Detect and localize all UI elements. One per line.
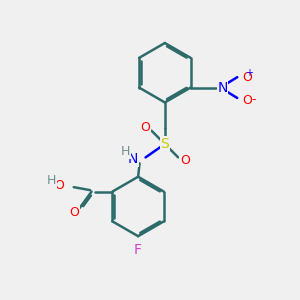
Text: F: F (134, 243, 142, 256)
Text: O: O (243, 94, 253, 107)
Text: O: O (54, 179, 64, 192)
Text: N: N (218, 81, 228, 94)
Text: +: + (244, 68, 253, 78)
Text: -: - (251, 93, 256, 106)
Text: O: O (69, 206, 79, 219)
Text: N: N (128, 152, 138, 166)
Text: H: H (46, 174, 56, 187)
Text: O: O (140, 121, 150, 134)
Text: H: H (121, 145, 130, 158)
Text: O: O (180, 154, 190, 167)
Text: O: O (243, 71, 253, 84)
Text: S: S (160, 137, 169, 151)
